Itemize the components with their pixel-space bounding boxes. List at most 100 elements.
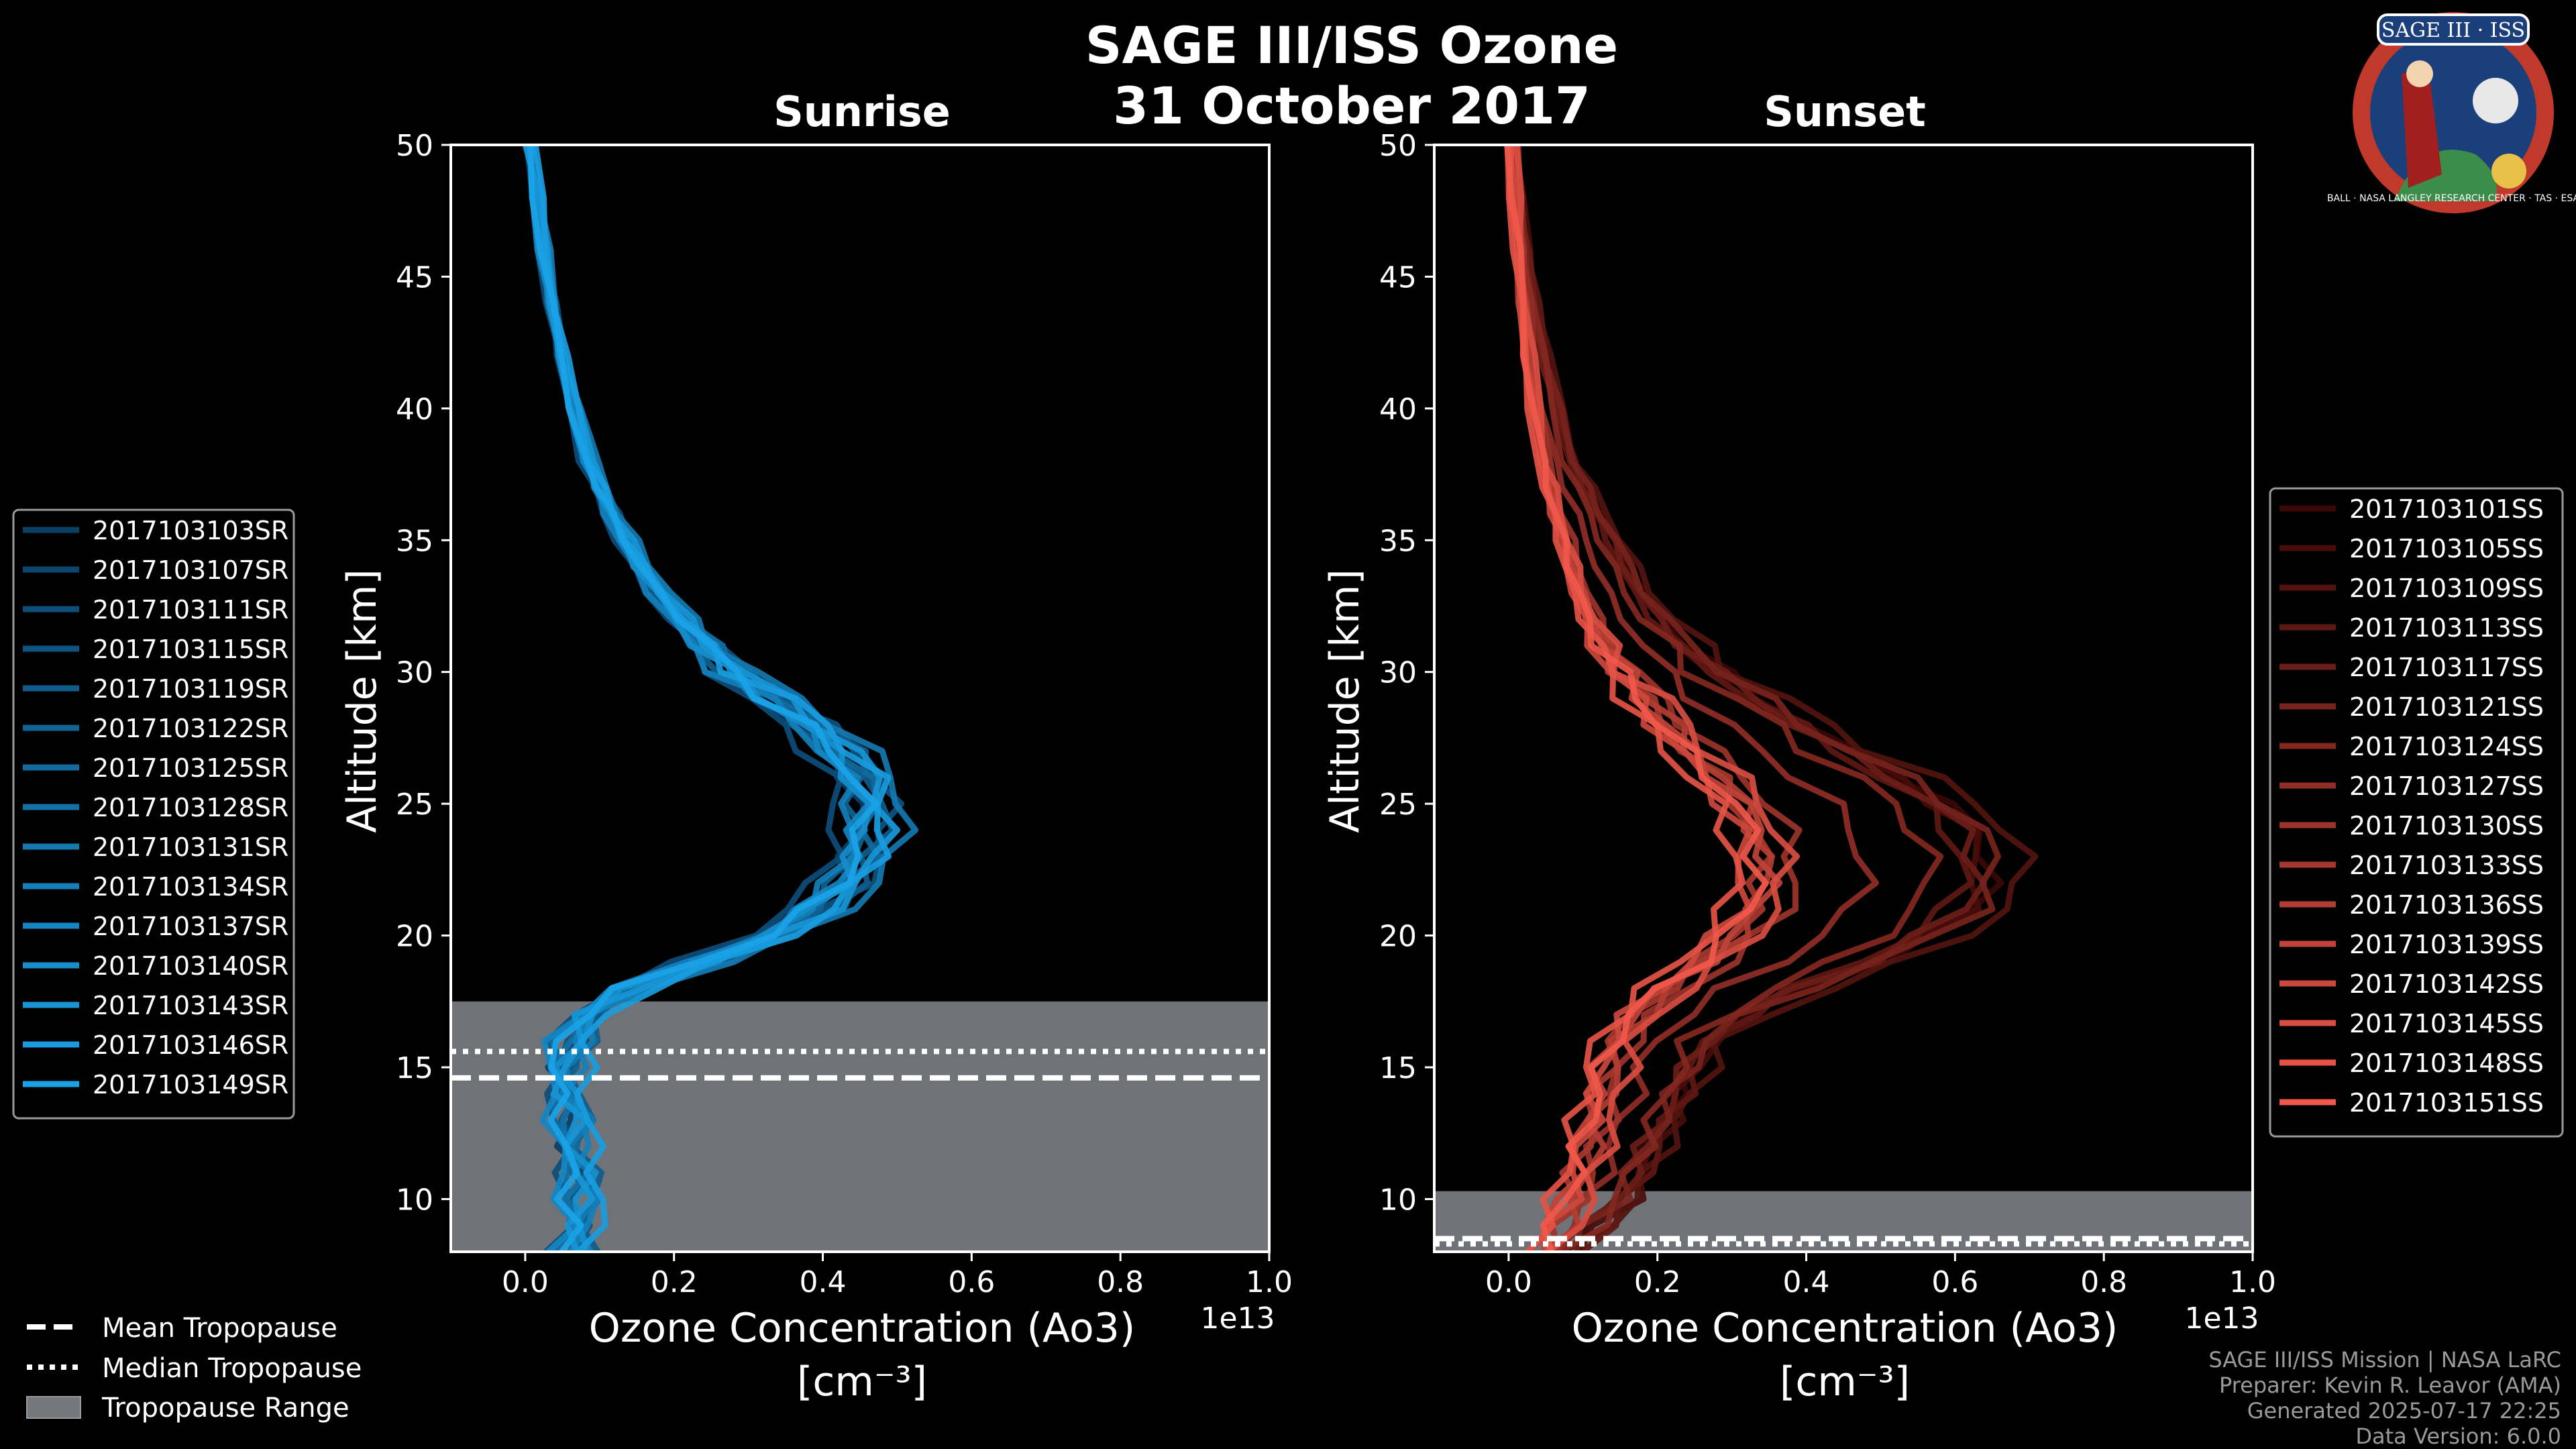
sunset-legend-label: 2017103109SS [2349, 574, 2544, 603]
sunrise-series-line-2017103143SR [522, 145, 900, 1252]
sunrise-ytick-label: 10 [396, 1183, 433, 1217]
logo-text: SAGE III · ISS [2381, 19, 2525, 42]
sunset-panel-title: Sunset [1764, 87, 1926, 136]
sunrise-plot-area [451, 145, 1269, 1252]
sunset-legend-label: 2017103117SS [2349, 653, 2544, 682]
sunrise-ytick-label: 30 [396, 656, 433, 690]
sunrise-legend-label: 2017103103SR [93, 516, 288, 545]
sunset-series-line-2017103127SS [1508, 145, 1879, 1252]
sunset-legend-label: 2017103105SS [2349, 534, 2544, 564]
tropopause-range-label: Tropopause Range [101, 1393, 350, 1424]
logo-sun [2491, 154, 2526, 189]
logo-ring-text: BALL · NASA LANGLEY RESEARCH CENTER · TA… [2327, 193, 2576, 204]
sunset-legend-frame [2269, 487, 2564, 1138]
sunrise-legend-label: 2017103122SR [93, 714, 288, 743]
footer-mission: SAGE III/ISS Mission | NASA LaRC [2208, 1347, 2561, 1373]
sunrise-xunit: [cm⁻³] [797, 1358, 927, 1405]
sunset-legend-label: 2017103113SS [2349, 613, 2544, 643]
footer-preparer: Preparer: Kevin R. Leavor (AMA) [2219, 1373, 2561, 1398]
sunrise-legend-frame [12, 508, 295, 1120]
tropopause-range-swatch [26, 1396, 81, 1419]
sunrise-panel: Sunrise 0.0 0.2 0.4 0.6 0.8 1.0 10 15 20 25 30 35 40… [396, 87, 1293, 1299]
sunset-legend-label: 2017103151SS [2349, 1088, 2544, 1118]
mean-tropopause-label: Mean Tropopause [102, 1313, 337, 1344]
sunset-series-line-2017103121SS [1505, 145, 2001, 1252]
sunset-series-line-2017103148SS [1506, 145, 1746, 1252]
footer-generated: Generated 2025-07-17 22:25 [2247, 1398, 2561, 1424]
sunset-ytick-label: 35 [1379, 524, 1417, 558]
logo-wizard-robe [2402, 67, 2442, 188]
sunrise-series-line-2017103149SR [527, 145, 879, 1252]
sunrise-ytick-label: 50 [396, 129, 433, 163]
sunrise-xtick-label: 0.4 [800, 1265, 847, 1299]
sunset-ytick-label: 25 [1379, 788, 1417, 822]
sunrise-xtick-label: 0.0 [502, 1265, 549, 1299]
sunrise-ytick-label: 45 [396, 260, 433, 294]
sunrise-legend-label: 2017103146SR [93, 1030, 288, 1060]
logo-moon [2473, 78, 2518, 123]
logo-wizard-face [2406, 60, 2433, 87]
sunset-ytick-label: 40 [1379, 392, 1417, 427]
sunset-xunit: [cm⁻³] [1780, 1358, 1910, 1405]
sunset-legend-label: 2017103121SS [2349, 692, 2544, 722]
sunset-ytick-label: 20 [1379, 920, 1417, 954]
sunset-legend-label: 2017103130SS [2349, 811, 2544, 841]
sunrise-xtick-label: 1.0 [1246, 1265, 1293, 1299]
figure-title: SAGE III/ISS Ozone [1085, 15, 1618, 75]
sunset-xlabel: Ozone Concentration (Ao3) [1572, 1305, 2118, 1352]
sunset-xtick-label: 0.4 [1783, 1265, 1830, 1299]
sunrise-legend-label: 2017103137SR [93, 912, 288, 941]
sunset-series-line-2017103124SS [1515, 145, 1944, 1252]
sage-logo: SAGE III · ISS BALL · NASA LANGLEY RESEA… [2327, 12, 2576, 213]
sunrise-legend-label: 2017103131SR [93, 833, 288, 862]
sunset-ytick-label: 50 [1379, 129, 1417, 163]
sunrise-xtick-label: 0.8 [1097, 1265, 1144, 1299]
sunset-legend-label: 2017103136SS [2349, 890, 2544, 920]
figure-subtitle: 31 October 2017 [1113, 76, 1591, 136]
sunrise-legend-label: 2017103111SR [93, 595, 288, 625]
sunset-legend-label: 2017103133SS [2349, 851, 2544, 880]
sunset-series-line-2017103130SS [1505, 145, 1803, 1252]
sunset-legend-label: 2017103139SS [2349, 930, 2544, 959]
sunset-legend-label: 2017103145SS [2349, 1009, 2544, 1038]
sunrise-legend-label: 2017103149SR [93, 1070, 288, 1099]
sunset-xtick-label: 0.6 [1931, 1265, 1978, 1299]
sunrise-ytick-label: 25 [396, 788, 433, 822]
sunset-legend-label: 2017103148SS [2349, 1049, 2544, 1078]
sunrise-ytick-label: 15 [396, 1051, 433, 1085]
footer-credits: SAGE III/ISS Mission | NASA LaRC Prepare… [2208, 1347, 2561, 1449]
sunset-xtick-label: 0.0 [1485, 1265, 1532, 1299]
sunrise-ytick-label: 20 [396, 920, 433, 954]
sunrise-legend-label: 2017103119SR [93, 674, 288, 704]
sunrise-ytick-label: 40 [396, 392, 433, 427]
sunset-ylabel: Altitude [km] [1322, 569, 1368, 833]
sunrise-legend-label: 2017103134SR [93, 872, 288, 902]
sunset-ytick-label: 45 [1379, 260, 1417, 294]
sunset-panel: Sunset 0.0 0.2 0.4 0.6 0.8 1.0 10 15 20 25 30 35 40 4… [1379, 87, 2276, 1299]
sunset-xtick-label: 1.0 [2229, 1265, 2276, 1299]
sunrise-series-legend: 2017103103SR 2017103107SR 2017103111SR 2017… [12, 508, 295, 1120]
sunrise-legend-label: 2017103140SR [93, 951, 288, 981]
footer-data-version: Data Version: 6.0.0 [2355, 1424, 2561, 1449]
sunset-xtick-label: 0.2 [1634, 1265, 1681, 1299]
sunrise-panel-title: Sunrise [773, 87, 951, 136]
sunset-legend-label: 2017103101SS [2349, 494, 2544, 524]
logo-banner [2377, 13, 2530, 46]
sunrise-xtick-label: 0.6 [948, 1265, 995, 1299]
sunset-legend-label: 2017103127SS [2349, 771, 2544, 801]
sunrise-ylabel: Altitude [km] [339, 569, 386, 833]
tropopause-legend: Mean Tropopause Median Tropopause Tropop… [26, 1313, 362, 1424]
sunset-ytick-label: 10 [1379, 1183, 1417, 1217]
sunset-plot-area [1434, 145, 2253, 1252]
sunrise-legend-label: 2017103143SR [93, 991, 288, 1020]
sunset-axes-frame [1433, 144, 2254, 1253]
sunset-xtick-label: 0.8 [2080, 1265, 2127, 1299]
sunrise-legend-label: 2017103128SR [93, 793, 288, 822]
sunset-ytick-label: 30 [1379, 656, 1417, 690]
sunset-series-line-2017103151SS [1504, 145, 1769, 1252]
sunrise-legend-label: 2017103125SR [93, 753, 288, 783]
sunset-x-scale-label: 1e13 [2184, 1301, 2259, 1336]
sunrise-ytick-label: 35 [396, 524, 433, 558]
sunrise-xtick-label: 0.2 [651, 1265, 698, 1299]
